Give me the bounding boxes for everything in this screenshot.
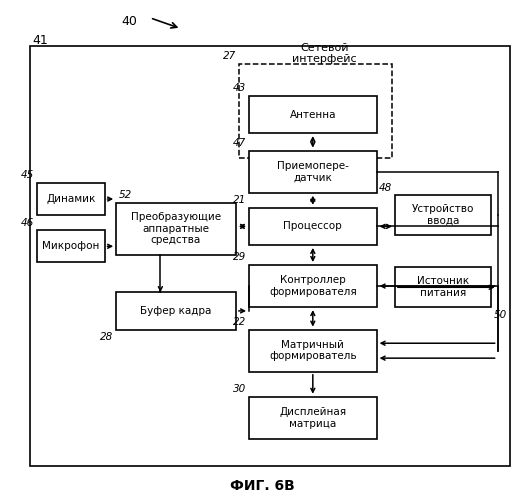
Text: Устройство
ввода: Устройство ввода xyxy=(412,204,474,226)
Text: 41: 41 xyxy=(32,34,48,46)
Text: 47: 47 xyxy=(233,138,246,148)
Text: Преобразующие
аппаратные
средства: Преобразующие аппаратные средства xyxy=(131,212,221,246)
Text: 46: 46 xyxy=(21,218,34,228)
Bar xyxy=(249,265,377,307)
Text: Сетевой
интерфейс: Сетевой интерфейс xyxy=(292,43,357,64)
Bar xyxy=(37,230,105,262)
Text: Источник
питания: Источник питания xyxy=(417,276,469,298)
Text: 29: 29 xyxy=(233,252,246,262)
Bar xyxy=(395,268,492,307)
Text: 30: 30 xyxy=(233,384,246,394)
Bar xyxy=(249,96,377,133)
Text: Микрофон: Микрофон xyxy=(42,242,100,252)
Text: 50: 50 xyxy=(494,310,507,320)
Text: 48: 48 xyxy=(379,183,392,193)
Text: 27: 27 xyxy=(223,51,236,61)
Text: ФИГ. 6В: ФИГ. 6В xyxy=(230,479,294,493)
Text: Матричный
формирователь: Матричный формирователь xyxy=(269,340,357,361)
Bar xyxy=(249,396,377,439)
Text: 45: 45 xyxy=(21,170,34,180)
Text: Контроллер
формирователя: Контроллер формирователя xyxy=(269,275,357,297)
Text: Дисплейная
матрица: Дисплейная матрица xyxy=(279,407,346,428)
Bar xyxy=(30,46,509,467)
Text: 22: 22 xyxy=(233,317,246,327)
Text: Антенна: Антенна xyxy=(290,110,336,120)
Text: Динамик: Динамик xyxy=(46,194,95,204)
Text: Буфер кадра: Буфер кадра xyxy=(140,306,212,316)
Bar xyxy=(116,292,236,330)
Text: Процессор: Процессор xyxy=(283,222,342,232)
Bar xyxy=(116,203,236,255)
Bar xyxy=(238,64,392,158)
Text: 52: 52 xyxy=(118,190,132,200)
Bar xyxy=(249,150,377,193)
Bar xyxy=(37,183,105,215)
Text: Приемопере-
датчик: Приемопере- датчик xyxy=(277,161,349,182)
Bar xyxy=(249,208,377,245)
Text: 40: 40 xyxy=(121,15,137,28)
Bar xyxy=(249,330,377,372)
Text: 28: 28 xyxy=(100,332,114,342)
Bar xyxy=(395,196,492,235)
Text: 43: 43 xyxy=(233,84,246,94)
Text: 21: 21 xyxy=(233,195,246,205)
